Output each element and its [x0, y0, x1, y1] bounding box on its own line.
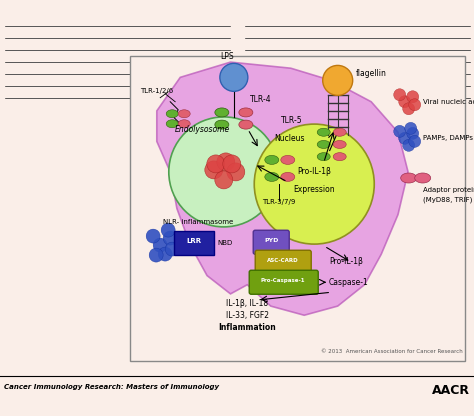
Circle shape — [403, 103, 415, 115]
Text: © 2013  American Association for Cancer Research: © 2013 American Association for Cancer R… — [321, 349, 463, 354]
Circle shape — [405, 122, 417, 134]
Text: Inflammation: Inflammation — [219, 324, 276, 332]
Circle shape — [409, 135, 421, 147]
Circle shape — [403, 139, 415, 151]
Text: AACR: AACR — [432, 384, 470, 397]
Text: TLR-5: TLR-5 — [281, 116, 302, 125]
Ellipse shape — [317, 153, 330, 161]
Ellipse shape — [265, 156, 279, 164]
Ellipse shape — [166, 120, 178, 128]
Circle shape — [158, 247, 172, 261]
Circle shape — [217, 153, 235, 171]
Ellipse shape — [239, 108, 253, 117]
Circle shape — [409, 99, 421, 111]
Text: Expression: Expression — [293, 185, 335, 194]
Circle shape — [169, 117, 279, 227]
Circle shape — [399, 96, 410, 108]
Circle shape — [394, 89, 406, 101]
Text: NLR- inflammasome: NLR- inflammasome — [164, 219, 234, 225]
Circle shape — [220, 63, 248, 92]
Text: Endolysosome: Endolysosome — [175, 125, 230, 134]
Circle shape — [394, 125, 406, 137]
Ellipse shape — [215, 120, 229, 129]
Text: TLR-1/2/6: TLR-1/2/6 — [140, 88, 173, 94]
Ellipse shape — [215, 108, 229, 117]
Text: Viral nucleic acids: Viral nucleic acids — [423, 99, 474, 105]
Text: Cancer Immunology Research: Masters of Immunology: Cancer Immunology Research: Masters of I… — [4, 384, 219, 390]
Text: ASC-CARD: ASC-CARD — [267, 258, 299, 263]
Ellipse shape — [401, 173, 417, 183]
Text: PAMPs, DAMPs: PAMPs, DAMPs — [423, 135, 473, 141]
Circle shape — [223, 155, 241, 173]
Text: flagellin: flagellin — [356, 69, 387, 78]
Ellipse shape — [166, 110, 178, 118]
Circle shape — [215, 171, 233, 189]
Ellipse shape — [281, 172, 295, 181]
Text: LPS: LPS — [220, 52, 234, 61]
Circle shape — [323, 65, 353, 95]
Ellipse shape — [281, 156, 295, 164]
Text: Pro-IL-1β: Pro-IL-1β — [297, 167, 331, 176]
Text: Adaptor proteins: Adaptor proteins — [423, 187, 474, 193]
Text: Pro-IL-1β: Pro-IL-1β — [329, 257, 363, 266]
Text: TLR-3/7/9: TLR-3/7/9 — [262, 199, 295, 205]
Ellipse shape — [333, 153, 346, 161]
Text: TLR-4: TLR-4 — [250, 95, 272, 104]
Ellipse shape — [265, 172, 279, 181]
Text: IL-1β, IL-18: IL-1β, IL-18 — [226, 299, 268, 308]
Text: IL-33, FGF2: IL-33, FGF2 — [226, 311, 269, 320]
FancyBboxPatch shape — [255, 250, 311, 274]
Text: Nucleus: Nucleus — [274, 134, 305, 144]
FancyBboxPatch shape — [249, 270, 318, 294]
Ellipse shape — [239, 120, 253, 129]
Text: LRR: LRR — [187, 238, 202, 244]
Circle shape — [399, 132, 410, 144]
Circle shape — [207, 155, 225, 173]
Text: (MyD88, TRIF): (MyD88, TRIF) — [423, 196, 472, 203]
Polygon shape — [157, 62, 408, 315]
Ellipse shape — [317, 141, 330, 149]
Circle shape — [407, 91, 419, 103]
Circle shape — [163, 231, 177, 245]
Text: NBD: NBD — [217, 240, 232, 246]
Ellipse shape — [178, 110, 190, 118]
Ellipse shape — [415, 173, 431, 183]
Ellipse shape — [333, 141, 346, 149]
FancyBboxPatch shape — [253, 230, 289, 254]
FancyBboxPatch shape — [130, 56, 465, 361]
Circle shape — [407, 127, 419, 139]
Circle shape — [227, 163, 245, 181]
Text: Caspase-1: Caspase-1 — [328, 278, 368, 287]
Text: PYD: PYD — [264, 238, 278, 243]
Ellipse shape — [178, 120, 190, 128]
Circle shape — [153, 238, 167, 252]
Circle shape — [205, 161, 223, 179]
Circle shape — [146, 229, 160, 243]
Circle shape — [254, 124, 374, 244]
Circle shape — [149, 248, 163, 262]
Ellipse shape — [317, 128, 330, 136]
Ellipse shape — [333, 128, 346, 136]
Circle shape — [161, 223, 175, 237]
Text: Pro-Caspase-1: Pro-Caspase-1 — [261, 278, 305, 283]
FancyBboxPatch shape — [174, 231, 214, 255]
Circle shape — [165, 242, 179, 256]
